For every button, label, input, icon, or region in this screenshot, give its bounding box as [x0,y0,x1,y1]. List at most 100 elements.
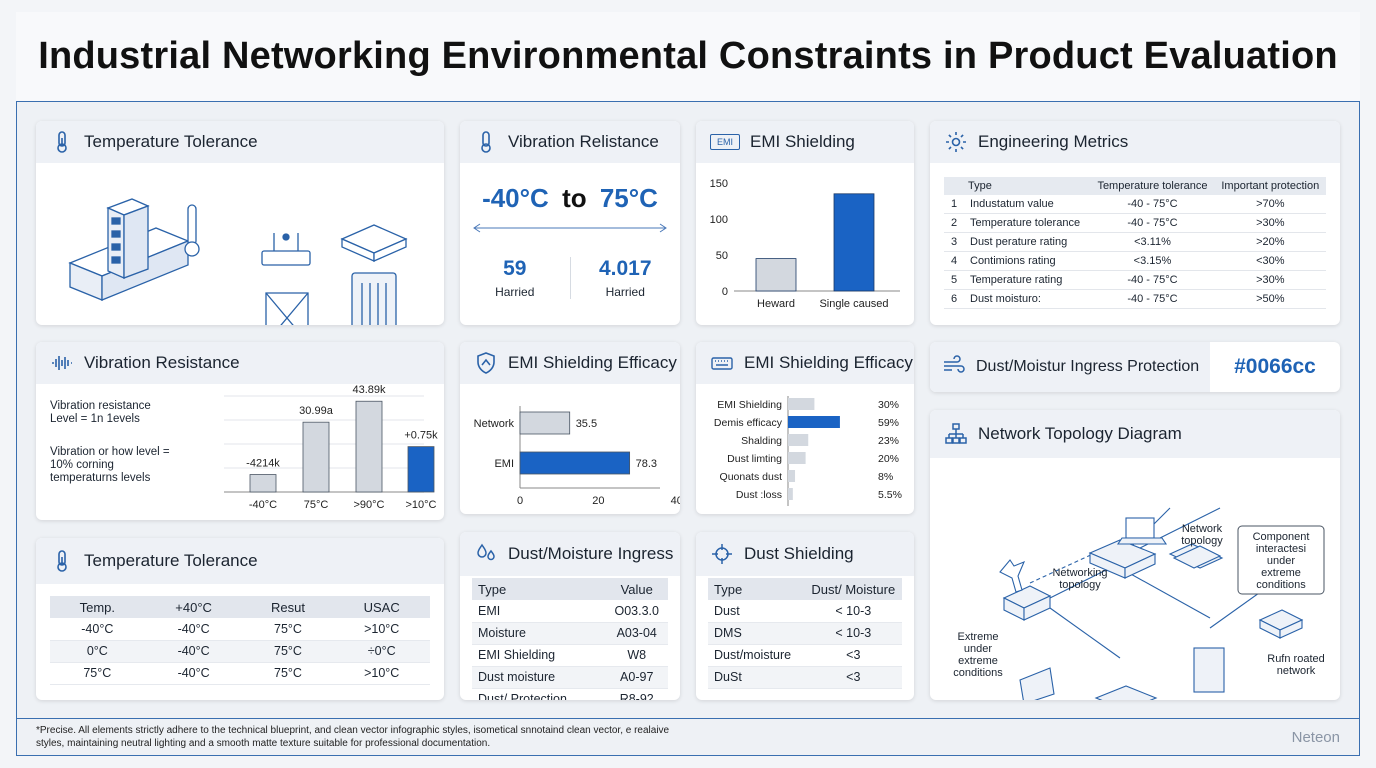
bar [788,488,793,500]
table-row: EMI Shielding W8 [472,644,668,667]
table-cell: Dust/moisture [708,644,805,667]
label-networking-topology: Networking topology [1052,567,1107,591]
dust-protection-banner: Dust/Moistur Ingress Protection #0066cc [930,342,1340,392]
range-to: to [562,183,587,213]
hierarchy-icon [944,422,968,446]
table-cell: 6 [944,289,964,309]
card-header: Engineering Metrics [930,121,1340,163]
crosshair-icon [710,542,734,566]
shield-icon [474,351,498,375]
table-row: -40°C -40°C 75°C >10°C [50,618,430,641]
table-row: 1 Industatum value -40 - 75°C >70% [944,195,1326,214]
data-label: 35.5 [576,418,597,430]
page-title: Industrial Networking Environmental Cons… [38,35,1338,77]
card-title: Engineering Metrics [978,132,1129,151]
table-cell: Industatum value [964,195,1091,214]
emi-efficacy-card-2: EMI Shielding Efficacy EMI Shielding 30% D… [696,342,914,514]
table-cell: Dust [708,600,805,623]
emi-bar-chart: 150 100 50 0 Heward Single caused [710,178,900,310]
stat-label: Harried [495,285,535,299]
card-title: Vibration Resistance [84,353,240,372]
banner-label: Dust/Moistur Ingress Protection [930,342,1210,392]
table-cell: EMI Shielding [472,644,606,667]
range-low: -40°C [482,183,549,213]
topology-diagram: Network topology Networking topology Extre… [953,507,1325,700]
table-cell: -40 - 75°C [1090,270,1215,290]
label-run-roated: Rufn roated network [1267,653,1324,677]
thermometer-icon [50,130,74,154]
card-title: Dust/Moisture Ingress [508,544,674,563]
card-title: Temperature Tolerance [84,551,258,570]
table-cell: A03-04 [605,622,668,645]
dust-moisture-card: Dust/Moisture Ingress Type Value EMI O03.… [460,532,680,700]
table-cell: Dust moisturo: [964,289,1091,309]
metrics-header-prot: Important protection [1214,177,1326,195]
table-cell: <3.15% [1090,251,1215,271]
table-cell: 2 [944,213,964,233]
card-header: Vibration Relistance [460,121,680,163]
card-header: Dust/Moisture Ingress [460,532,680,576]
table-cell: Dust/ Protection [472,688,606,700]
banner-title: Dust/Moistur Ingress Protection [976,358,1200,375]
data-label: +0.75k [404,430,438,442]
thermometer-icon [50,549,74,573]
x-tick-label: 40 [671,495,680,507]
droplets-icon [474,542,498,566]
dust-shielding-card: Dust Shielding Type Dust/ Moisture Dust <… [696,532,914,700]
data-label: 5.5% [878,489,902,501]
table-cell: W8 [605,644,668,667]
label-network-topology-top: Network topology [1181,523,1223,547]
category-label: Dust limting [727,453,782,465]
vibration-resistance-card: Vibration Resistance Vibration resistanc… [36,342,444,520]
data-label: 20% [878,453,899,465]
bar [407,446,435,493]
table-cell: -40°C [144,618,243,641]
title-bar: Industrial Networking Environmental Cons… [16,12,1360,102]
x-tick-label: >90°C [353,499,384,511]
table-cell: 3 [944,232,964,252]
data-label: 59% [878,417,899,429]
device-illustration [68,198,408,325]
temp-header-2: Resut [242,596,334,618]
table-cell: 75°C [242,640,334,663]
brand-logo: Neteon [1291,729,1340,746]
label-extreme: Extreme under extreme conditions [953,631,1003,679]
table-row: DuSt <3 [708,666,902,689]
vibration-range-card: Vibration Relistance -40°C to 75°C 59 Ha… [460,121,680,325]
emi-icon: EMI [710,134,740,150]
card-title: EMI Shielding Efficacy [744,353,913,372]
table-cell: 75°C [50,662,145,685]
table-cell: -40°C [144,662,243,685]
footer-divider [16,718,1360,719]
y-tick-label: 100 [710,214,728,226]
category-label: Demis efficacy [714,417,783,429]
table-cell: < 10-3 [804,622,902,645]
table-cell: -40 - 75°C [1090,195,1215,214]
table-cell: -40 - 75°C [1090,289,1215,309]
x-tick-label: 75°C [304,499,329,511]
data-label: 23% [878,435,899,447]
vibration-text-1: Vibration resistance Level = 1n 1evels [50,400,151,425]
x-tick-label: 20 [592,495,604,507]
stat-2: 4.017 Harried [571,257,681,299]
dm-header-0: Type [472,578,606,600]
table-cell: -40°C [144,640,243,663]
footer-note: *Precise. All elements strictly adhere t… [36,725,670,749]
table-cell: DuSt [708,666,805,689]
table-row: 4 Contimions rating <3.15% <30% [944,251,1326,271]
table-cell: <3.11% [1090,232,1215,252]
bar [833,193,875,292]
category-label: EMI Shielding [717,399,782,411]
table-cell: R8-92 [605,688,668,700]
table-cell: >30% [1214,213,1326,233]
card-header: Vibration Resistance [36,342,444,384]
temp-header-1: +40°C [144,596,243,618]
table-row: EMI O03.3.0 [472,600,668,623]
callout-text: Component interactesi under extreme conditio… [1253,531,1310,591]
data-label: 78.3 [636,458,657,470]
gear-icon [944,130,968,154]
bar [355,400,383,493]
y-tick-label: 0 [722,286,728,298]
card-title: Temperature Tolerance [84,132,258,151]
